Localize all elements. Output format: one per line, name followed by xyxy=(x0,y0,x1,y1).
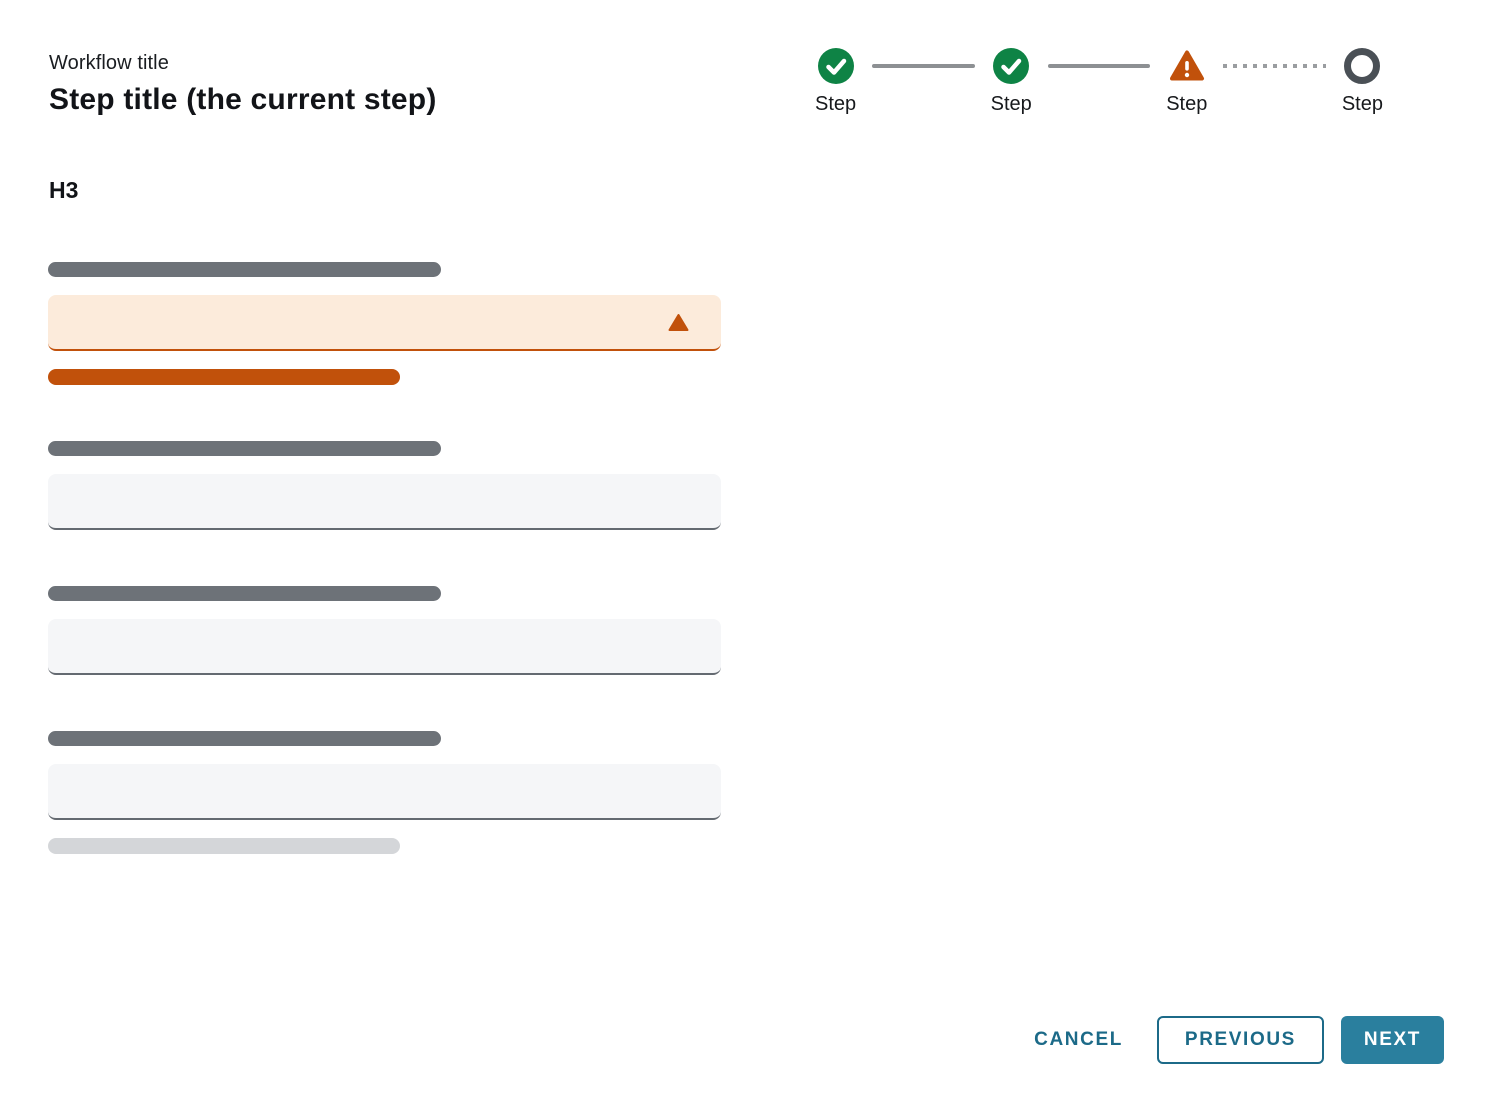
wizard-footer: CANCEL PREVIOUS NEXT xyxy=(48,1016,1444,1064)
form-field-error xyxy=(48,262,721,385)
form-field-with-helper xyxy=(48,731,721,854)
cancel-button[interactable]: CANCEL xyxy=(1034,1029,1123,1050)
header: Workflow title Step title (the current s… xyxy=(48,48,1444,117)
step-label: Step xyxy=(1341,93,1383,115)
text-input[interactable] xyxy=(48,619,721,675)
warning-triangle-icon xyxy=(1169,50,1204,81)
helper-text-skeleton xyxy=(48,838,400,854)
text-input-error[interactable] xyxy=(48,295,721,351)
warning-icon xyxy=(668,313,689,331)
field-label-skeleton xyxy=(48,731,441,746)
stepper-step-4-not-started[interactable]: Step xyxy=(1342,48,1383,116)
step-label: Step xyxy=(1166,93,1208,115)
field-label-skeleton xyxy=(48,586,441,601)
section-heading: H3 xyxy=(49,177,79,203)
stepper-step-3-warning[interactable]: Step xyxy=(1166,48,1207,116)
wizard-stepper: Step Step Step xyxy=(815,48,1383,116)
stepper-step-1-completed[interactable]: Step xyxy=(815,48,856,116)
empty-circle-icon xyxy=(1344,48,1381,84)
workflow-title: Workflow title xyxy=(49,52,169,74)
field-label-skeleton xyxy=(48,441,441,456)
error-message-skeleton xyxy=(48,369,400,385)
title-block: Workflow title Step title (the current s… xyxy=(48,48,437,117)
text-input[interactable] xyxy=(48,764,721,820)
text-input[interactable] xyxy=(48,474,721,530)
step-title: Step title (the current step) xyxy=(49,83,437,116)
check-circle-icon xyxy=(817,48,854,84)
step-label: Step xyxy=(990,93,1032,115)
step-connector-solid xyxy=(1047,64,1151,68)
step-connector-solid xyxy=(872,64,975,68)
stepper-step-2-completed[interactable]: Step xyxy=(991,48,1032,116)
field-label-skeleton xyxy=(48,262,441,277)
check-circle-icon xyxy=(993,48,1030,84)
form-field xyxy=(48,586,721,675)
form-section: H3 xyxy=(48,177,721,910)
step-label: Step xyxy=(815,93,857,115)
previous-button[interactable]: PREVIOUS xyxy=(1156,1016,1324,1064)
step-connector-dotted xyxy=(1223,64,1326,68)
form-field xyxy=(48,441,721,530)
next-button[interactable]: NEXT xyxy=(1340,1016,1444,1064)
